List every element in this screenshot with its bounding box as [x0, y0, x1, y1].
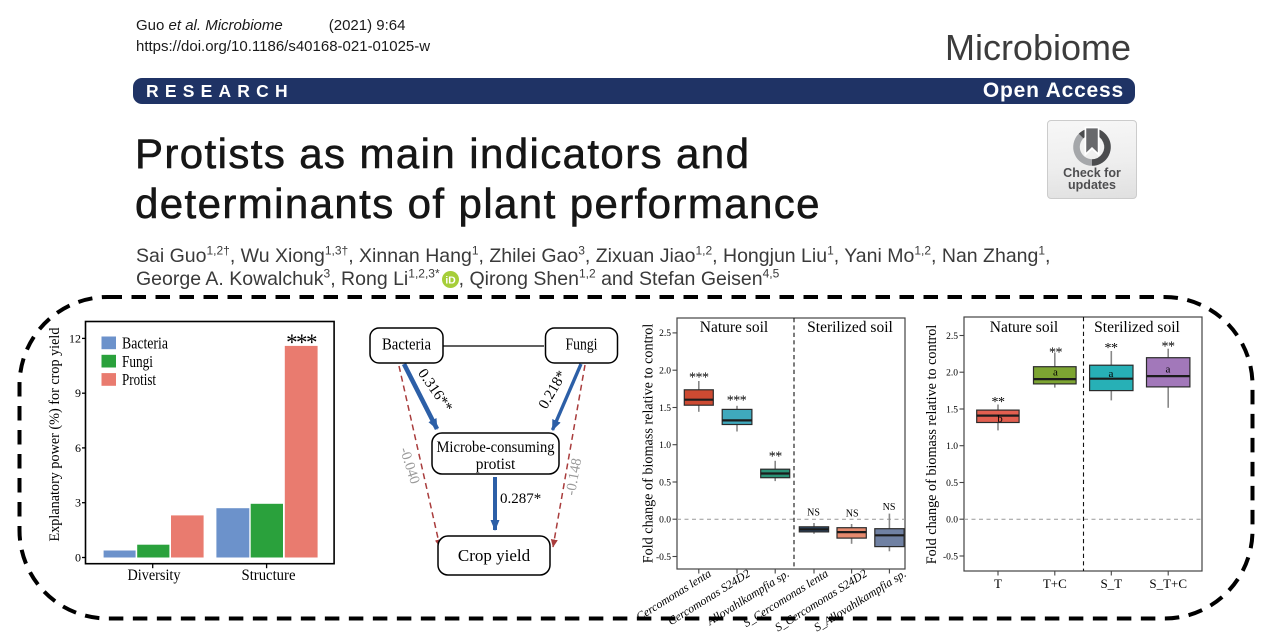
svg-text:6: 6	[75, 441, 81, 455]
svg-text:0.0: 0.0	[946, 516, 958, 526]
svg-text:**: **	[1105, 341, 1119, 356]
svg-text:T+C: T+C	[1043, 576, 1067, 591]
svg-text:0.218*: 0.218*	[536, 368, 570, 412]
svg-text:Fungi: Fungi	[122, 352, 153, 371]
svg-text:2.0: 2.0	[659, 367, 671, 377]
svg-text:2.5: 2.5	[659, 329, 671, 339]
svg-text:2.5: 2.5	[946, 332, 958, 342]
svg-text:0.316**: 0.316**	[414, 366, 455, 415]
svg-text:9: 9	[75, 386, 81, 400]
svg-text:Crop yield: Crop yield	[458, 546, 531, 565]
svg-text:Protist: Protist	[122, 370, 156, 389]
svg-text:Diversity: Diversity	[128, 567, 181, 584]
svg-text:a: a	[1166, 364, 1171, 376]
svg-text:b: b	[997, 413, 1003, 425]
svg-text:Fold change of biomass relativ: Fold change of biomass relative to contr…	[641, 324, 657, 564]
svg-text:**: **	[1162, 340, 1176, 355]
svg-text:Fungi: Fungi	[566, 335, 598, 354]
svg-text:-0.148: -0.148	[563, 457, 585, 497]
svg-text:1.5: 1.5	[659, 404, 671, 414]
svg-text:**: **	[992, 395, 1006, 410]
svg-text:1.0: 1.0	[946, 442, 958, 452]
svg-text:Microbe-consuming: Microbe-consuming	[437, 439, 555, 456]
svg-text:-0.5: -0.5	[943, 552, 958, 562]
svg-text:-0.5: -0.5	[656, 553, 671, 563]
svg-text:protist: protist	[476, 456, 516, 473]
svg-text:Nature soil: Nature soil	[990, 319, 1058, 336]
svg-text:1.5: 1.5	[946, 405, 958, 415]
svg-text:Sterilized soil: Sterilized soil	[807, 319, 893, 336]
svg-text:0.0: 0.0	[659, 516, 671, 526]
svg-text:Nature soil: Nature soil	[700, 319, 768, 336]
svg-text:1.0: 1.0	[659, 441, 671, 451]
svg-text:Bacteria: Bacteria	[382, 335, 431, 354]
svg-text:2.0: 2.0	[946, 369, 958, 379]
svg-text:iD: iD	[445, 275, 456, 286]
svg-text:NS: NS	[883, 502, 896, 513]
svg-text:0: 0	[75, 551, 81, 565]
svg-text:***: ***	[286, 330, 317, 355]
svg-text:Sterilized soil: Sterilized soil	[1094, 319, 1180, 336]
svg-text:***: ***	[727, 394, 747, 409]
svg-text:Fold change of biomass relativ: Fold change of biomass relative to contr…	[924, 325, 940, 565]
svg-text:S_T+C: S_T+C	[1149, 576, 1187, 591]
svg-text:Explanatory power (%) for crop: Explanatory power (%) for crop yield	[47, 328, 63, 542]
svg-text:***: ***	[689, 371, 709, 386]
svg-text:NS: NS	[807, 508, 820, 519]
svg-text:T: T	[994, 576, 1002, 591]
svg-text:Structure: Structure	[242, 567, 296, 584]
svg-text:-0.040: -0.040	[396, 445, 423, 486]
svg-text:**: **	[1049, 346, 1063, 361]
svg-text:0.287*: 0.287*	[500, 491, 541, 507]
svg-text:NS: NS	[846, 508, 859, 519]
svg-text:12: 12	[69, 331, 81, 345]
svg-text:a: a	[1053, 367, 1058, 379]
svg-text:0.5: 0.5	[659, 478, 671, 488]
svg-text:Bacteria: Bacteria	[122, 334, 168, 353]
svg-text:a: a	[1109, 368, 1114, 380]
svg-text:**: **	[769, 450, 783, 465]
svg-text:S_T: S_T	[1100, 576, 1122, 591]
svg-text:3: 3	[75, 496, 81, 510]
svg-text:0.5: 0.5	[946, 479, 958, 489]
